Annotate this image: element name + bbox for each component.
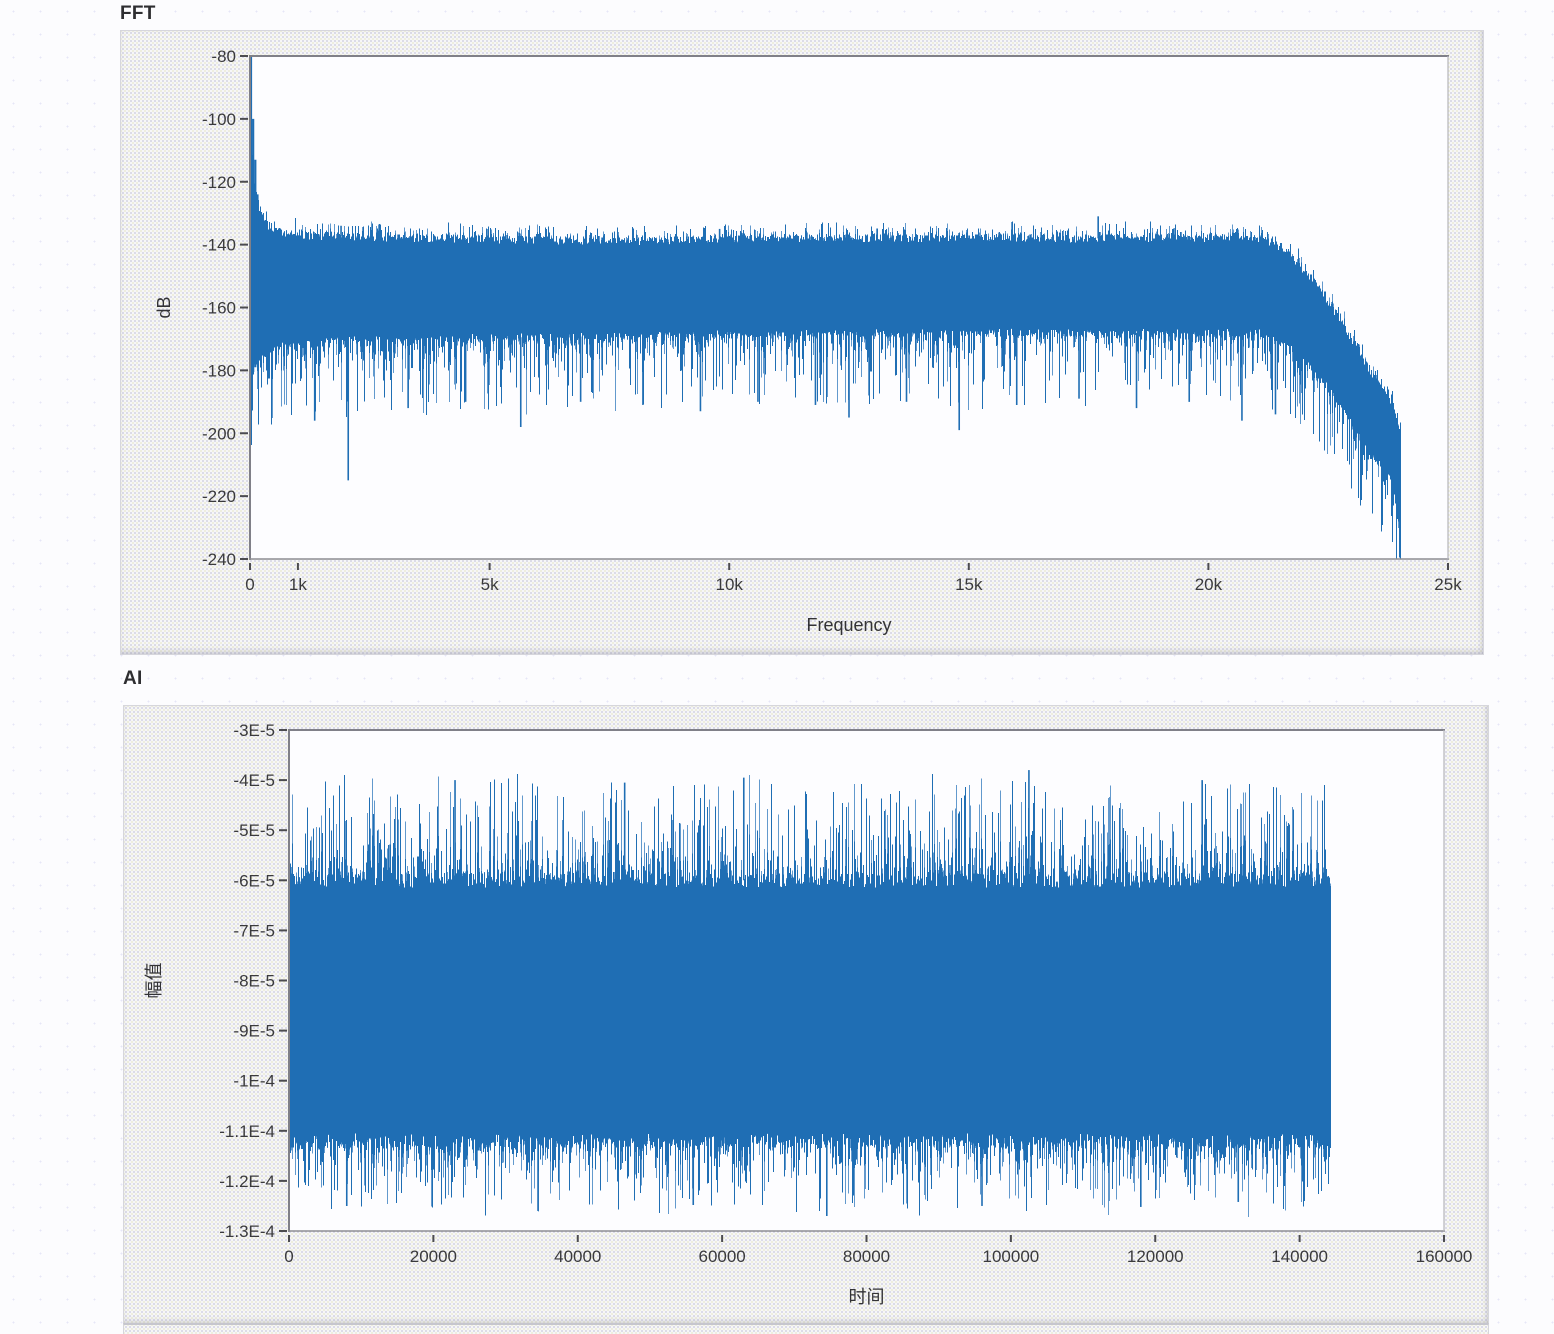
ai-graph-panel: 0 20000 40000 60000 80000 100000 120000 140000 1… xyxy=(123,705,1489,1325)
ai-y-tick-label: -6E-5 xyxy=(233,871,275,890)
fft-graph-title: FFT xyxy=(120,3,156,24)
ai-x-tick-label: 140000 xyxy=(1271,1247,1328,1266)
ai-x-tick-label: 20000 xyxy=(410,1247,457,1266)
ai-feature-spikes xyxy=(345,770,1240,1216)
fft-y-tick-label: -200 xyxy=(202,424,236,443)
lower-panel-edge xyxy=(123,1323,1489,1334)
fft-plot-frame xyxy=(249,55,1449,560)
ai-y-tick-label: -8E-5 xyxy=(233,972,275,991)
ai-y-tick-label: -1.2E-4 xyxy=(219,1172,275,1191)
ai-y-tick-label: -1.1E-4 xyxy=(219,1122,275,1141)
ai-x-tick-label: 160000 xyxy=(1416,1247,1473,1266)
ai-axis-ticks: 0 20000 40000 60000 80000 100000 120000 140000 1… xyxy=(219,721,1472,1266)
ai-y-tick-label: -4E-5 xyxy=(233,771,275,790)
fft-y-tick-label: -240 xyxy=(202,550,236,569)
ai-x-tick-label: 60000 xyxy=(698,1247,745,1266)
ai-plot-frame xyxy=(288,729,1445,1232)
ai-graph-title: AI xyxy=(123,668,143,689)
fft-chart: 0 1k 5k 10k 15k 20k 25k -80 -100 -120 -140 -160 -180… xyxy=(154,47,1462,635)
ai-y-tick-label: -3E-5 xyxy=(233,721,275,740)
fft-x-tick-label: 25k xyxy=(1434,575,1462,594)
ai-x-tick-label: 0 xyxy=(284,1247,293,1266)
fft-x-tick-label: 1k xyxy=(289,575,307,594)
fft-y-tick-label: -140 xyxy=(202,236,236,255)
fft-x-tick-label: 0 xyxy=(245,575,254,594)
ai-chart: 0 20000 40000 60000 80000 100000 120000 140000 1… xyxy=(144,721,1472,1307)
ai-x-tick-label: 100000 xyxy=(983,1247,1040,1266)
ai-x-tick-label: 40000 xyxy=(554,1247,601,1266)
fft-y-tick-label: -100 xyxy=(202,110,236,129)
fft-y-tick-label: -180 xyxy=(202,361,236,380)
fft-x-tick-label: 15k xyxy=(955,575,983,594)
fft-x-axis-label: Frequency xyxy=(806,615,891,635)
ai-y-tick-label: -1.3E-4 xyxy=(219,1222,275,1241)
fft-y-tick-label: -220 xyxy=(202,487,236,506)
ai-y-tick-label: -5E-5 xyxy=(233,821,275,840)
ai-y-axis-label: 幅值 xyxy=(144,963,164,999)
ai-x-axis-label: 时间 xyxy=(849,1287,885,1307)
ai-y-tick-label: -1E-4 xyxy=(233,1072,275,1091)
fft-axis-ticks: 0 1k 5k 10k 15k 20k 25k -80 -100 -120 -140 -160 -180… xyxy=(202,47,1462,594)
fft-graph-panel: 0 1k 5k 10k 15k 20k 25k -80 -100 -120 -140 -160 -180… xyxy=(120,30,1484,655)
fft-x-tick-label: 10k xyxy=(715,575,743,594)
ai-y-tick-label: -7E-5 xyxy=(233,921,275,940)
fft-y-tick-label: -80 xyxy=(211,47,236,66)
fft-y-tick-label: -160 xyxy=(202,299,236,318)
fft-x-tick-label: 20k xyxy=(1195,575,1223,594)
ai-x-tick-label: 120000 xyxy=(1127,1247,1184,1266)
ai-x-tick-label: 80000 xyxy=(843,1247,890,1266)
fft-y-tick-label: -120 xyxy=(202,173,236,192)
fft-y-axis-label: dB xyxy=(154,296,174,318)
ai-y-tick-label: -9E-5 xyxy=(233,1022,275,1041)
fft-x-tick-label: 5k xyxy=(481,575,499,594)
